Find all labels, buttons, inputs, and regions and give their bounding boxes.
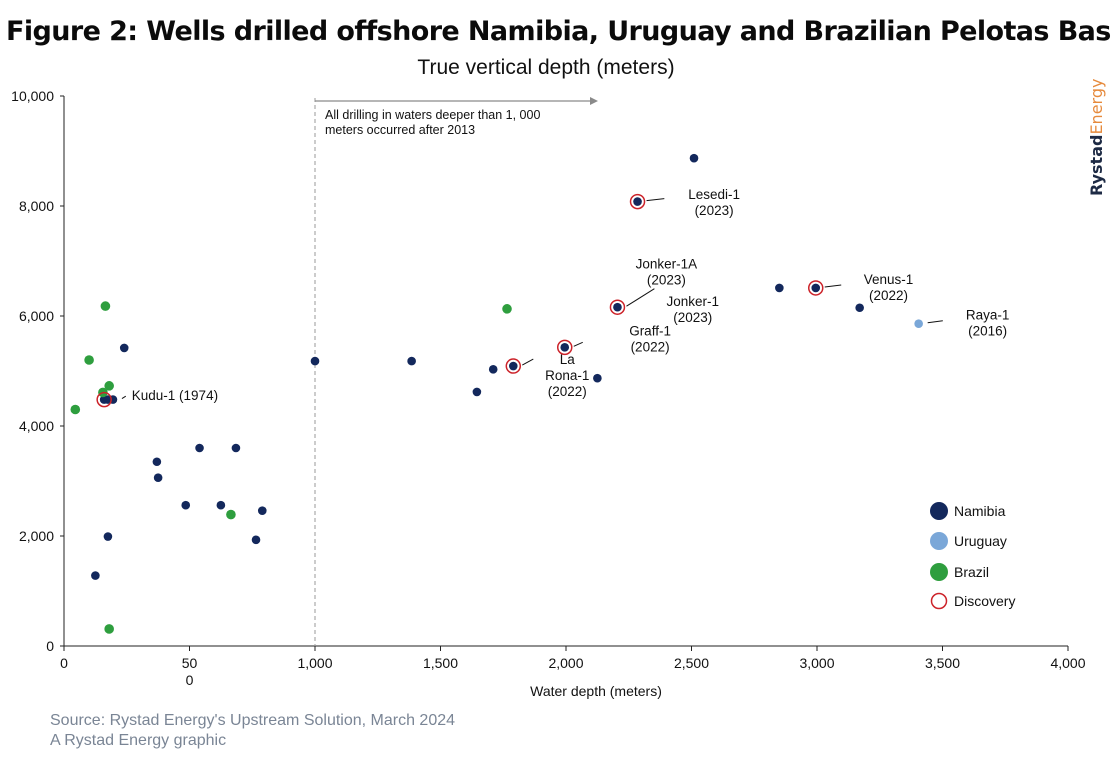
annotation-leader — [927, 320, 943, 324]
credit-note: A Rystad Energy graphic — [50, 732, 227, 749]
well-annotation: Raya-1 (2016) — [966, 307, 1010, 338]
namibia-point — [855, 303, 864, 313]
discovery-ring — [96, 391, 112, 408]
brazil-point — [226, 509, 236, 520]
discovery-ring — [609, 299, 626, 315]
threshold-arrowhead — [590, 97, 598, 105]
x-tick-label: 3,000 — [799, 655, 834, 671]
brazil-point — [70, 404, 81, 415]
x-tick-label: 2,500 — [674, 655, 709, 671]
y-tick-label: 0 — [46, 638, 54, 654]
annotation-leader — [626, 288, 655, 307]
y-tick-label: 4,000 — [19, 418, 54, 434]
namibia-point — [181, 500, 191, 510]
source-note: Source: Rystad Energy's Upstream Solutio… — [50, 712, 456, 729]
well-annotation: Kudu-1 (1974) — [132, 388, 218, 403]
namibia-point — [231, 443, 241, 453]
annotation-leader — [121, 395, 127, 400]
x-tick-label: 4,000 — [1050, 655, 1085, 671]
namibia-point — [560, 343, 570, 352]
namibia-point — [488, 365, 498, 374]
brazil-point — [100, 301, 111, 311]
legend-label: Discovery — [954, 593, 1015, 609]
brazil-point — [502, 304, 512, 314]
brazil-point — [104, 624, 114, 634]
namibia-point — [103, 532, 113, 541]
discovery-ring — [556, 339, 573, 356]
namibia-point — [811, 283, 821, 293]
x-axis-title: Water depth (meters) — [530, 683, 662, 699]
brazil-point — [84, 355, 94, 365]
namibia-point — [689, 153, 699, 163]
well-annotation: Venus-1 (2022) — [864, 272, 914, 303]
namibia-point — [257, 506, 267, 515]
uruguay-point — [914, 319, 923, 329]
threshold-note: All drilling in waters deeper than 1, 00… — [325, 108, 540, 137]
discovery-ring — [629, 193, 646, 210]
namibia-point — [775, 283, 784, 293]
namibia-point — [119, 343, 129, 353]
namibia-point — [152, 457, 162, 467]
legend-label: Namibia — [954, 503, 1006, 519]
namibia-point — [593, 373, 602, 383]
x-tick-label: 50 0 — [182, 655, 198, 688]
x-tick-label: 1,000 — [297, 655, 332, 671]
namibia-point — [407, 356, 416, 366]
namibia-point — [633, 197, 642, 206]
namibia-point — [508, 361, 518, 371]
annotation-leader — [824, 284, 842, 288]
annotation-leader — [522, 358, 534, 366]
legend-marker-uruguay — [930, 532, 948, 550]
well-annotation: La Rona-1 (2022) — [545, 352, 589, 399]
y-tick-label: 6,000 — [19, 308, 54, 324]
x-tick-label: 0 — [60, 655, 68, 671]
legend-label: Uruguay — [954, 533, 1007, 549]
namibia-point — [153, 473, 163, 483]
legend-label: Brazil — [954, 564, 989, 580]
namibia-point — [613, 302, 622, 312]
annotation-leader — [573, 341, 583, 347]
chart-subtitle: True vertical depth (meters) — [417, 56, 675, 79]
y-tick-label: 10,000 — [11, 88, 54, 104]
namibia-point — [216, 500, 226, 510]
legend-marker-discovery — [930, 592, 948, 610]
y-tick-label: 8,000 — [19, 198, 54, 214]
well-annotation: Graff-1 (2022) — [629, 323, 671, 354]
y-tick-label: 2,000 — [19, 528, 54, 544]
well-annotation: Jonker-1 (2023) — [666, 294, 719, 325]
discovery-ring — [807, 280, 824, 296]
legend-marker-brazil — [930, 563, 948, 581]
x-tick-label: 2,000 — [548, 655, 583, 671]
well-annotation: Lesedi-1 (2023) — [688, 187, 740, 218]
namibia-point — [251, 535, 261, 545]
x-tick-label: 3,500 — [925, 655, 960, 671]
namibia-point — [195, 443, 204, 453]
discovery-ring — [505, 358, 522, 374]
namibia-point — [310, 356, 320, 366]
chart-title: Figure 2: Wells drilled offshore Namibia… — [6, 16, 1112, 47]
namibia-point — [91, 571, 100, 580]
well-annotation: Jonker-1A (2023) — [636, 257, 698, 288]
x-tick-label: 1,500 — [423, 655, 458, 671]
scatter-chart: 0 2,000 4,000 6,000 8,000 10,000 0 50 0 1,000 1,50… — [11, 88, 1086, 699]
legend-marker-namibia — [930, 502, 948, 520]
annotation-leader — [646, 198, 665, 202]
brazil-point — [104, 381, 114, 391]
namibia-point — [472, 387, 482, 397]
